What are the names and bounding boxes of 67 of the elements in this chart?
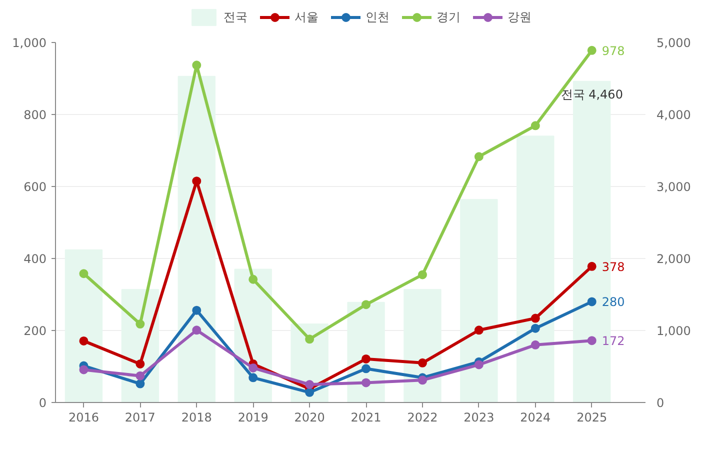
x-tick-label: 2019 bbox=[238, 410, 268, 424]
point bbox=[136, 359, 145, 368]
x-tick-label: 2024 bbox=[520, 410, 551, 424]
y2-tick-label: 2,000 bbox=[656, 252, 691, 266]
point bbox=[362, 364, 371, 374]
y-tick-label: 600 bbox=[24, 180, 46, 194]
x-tick-label: 2016 bbox=[68, 410, 100, 424]
data-label: 전국 4,460 bbox=[560, 87, 623, 102]
point bbox=[305, 388, 314, 397]
x-tick-label: 2023 bbox=[464, 410, 494, 424]
point bbox=[474, 152, 484, 162]
point bbox=[79, 336, 88, 346]
x-tick-label: 2022 bbox=[407, 410, 438, 424]
point bbox=[362, 354, 371, 364]
point bbox=[530, 314, 540, 323]
point bbox=[587, 297, 596, 306]
data-label: 280 bbox=[602, 295, 625, 310]
data-label: 378 bbox=[602, 260, 625, 274]
point bbox=[587, 46, 596, 55]
point bbox=[587, 336, 596, 346]
point bbox=[305, 334, 314, 344]
y-tick-label: 400 bbox=[24, 252, 46, 266]
point bbox=[136, 371, 145, 380]
y2-tick-label: 3,000 bbox=[656, 180, 691, 194]
legend-label: 서울 bbox=[294, 8, 318, 26]
point bbox=[192, 60, 202, 70]
point bbox=[248, 363, 258, 372]
point bbox=[587, 262, 596, 271]
data-label: 172 bbox=[602, 334, 625, 348]
point bbox=[248, 373, 258, 382]
point bbox=[248, 274, 258, 284]
point bbox=[192, 326, 202, 335]
x-tick-label: 2018 bbox=[181, 410, 212, 424]
point bbox=[418, 358, 427, 368]
point bbox=[474, 360, 484, 370]
point bbox=[418, 270, 427, 280]
data-label: 978 bbox=[602, 44, 625, 58]
y-tick-label: 800 bbox=[24, 108, 46, 122]
point bbox=[362, 300, 371, 310]
legend-label: 강원 bbox=[508, 8, 532, 26]
point bbox=[79, 365, 88, 374]
point bbox=[305, 380, 314, 389]
y2-tick-label: 1,000 bbox=[656, 324, 691, 338]
legend-label: 인천 bbox=[366, 8, 390, 26]
y2-tick-label: 0 bbox=[656, 396, 664, 410]
y2-tick-label: 5,000 bbox=[656, 36, 691, 50]
y2-tick-label: 4,000 bbox=[656, 108, 691, 122]
point bbox=[530, 324, 540, 333]
legend-label: 경기 bbox=[436, 8, 460, 26]
point bbox=[362, 378, 371, 388]
x-tick-label: 2025 bbox=[576, 410, 608, 424]
point bbox=[136, 320, 145, 329]
y-tick-label: 200 bbox=[24, 324, 46, 338]
point bbox=[530, 121, 540, 130]
y-tick-label: 1,000 bbox=[12, 36, 47, 50]
x-tick-label: 2021 bbox=[350, 410, 382, 424]
x-tick-label: 2017 bbox=[124, 410, 156, 424]
point bbox=[79, 269, 88, 278]
point bbox=[192, 176, 202, 186]
point bbox=[192, 306, 202, 315]
legend-label: 전국 bbox=[224, 8, 248, 26]
point bbox=[136, 379, 145, 388]
point bbox=[530, 340, 540, 350]
point bbox=[418, 376, 427, 385]
y-tick-label: 0 bbox=[38, 396, 47, 410]
point bbox=[474, 326, 484, 335]
x-tick-label: 2020 bbox=[294, 410, 325, 424]
